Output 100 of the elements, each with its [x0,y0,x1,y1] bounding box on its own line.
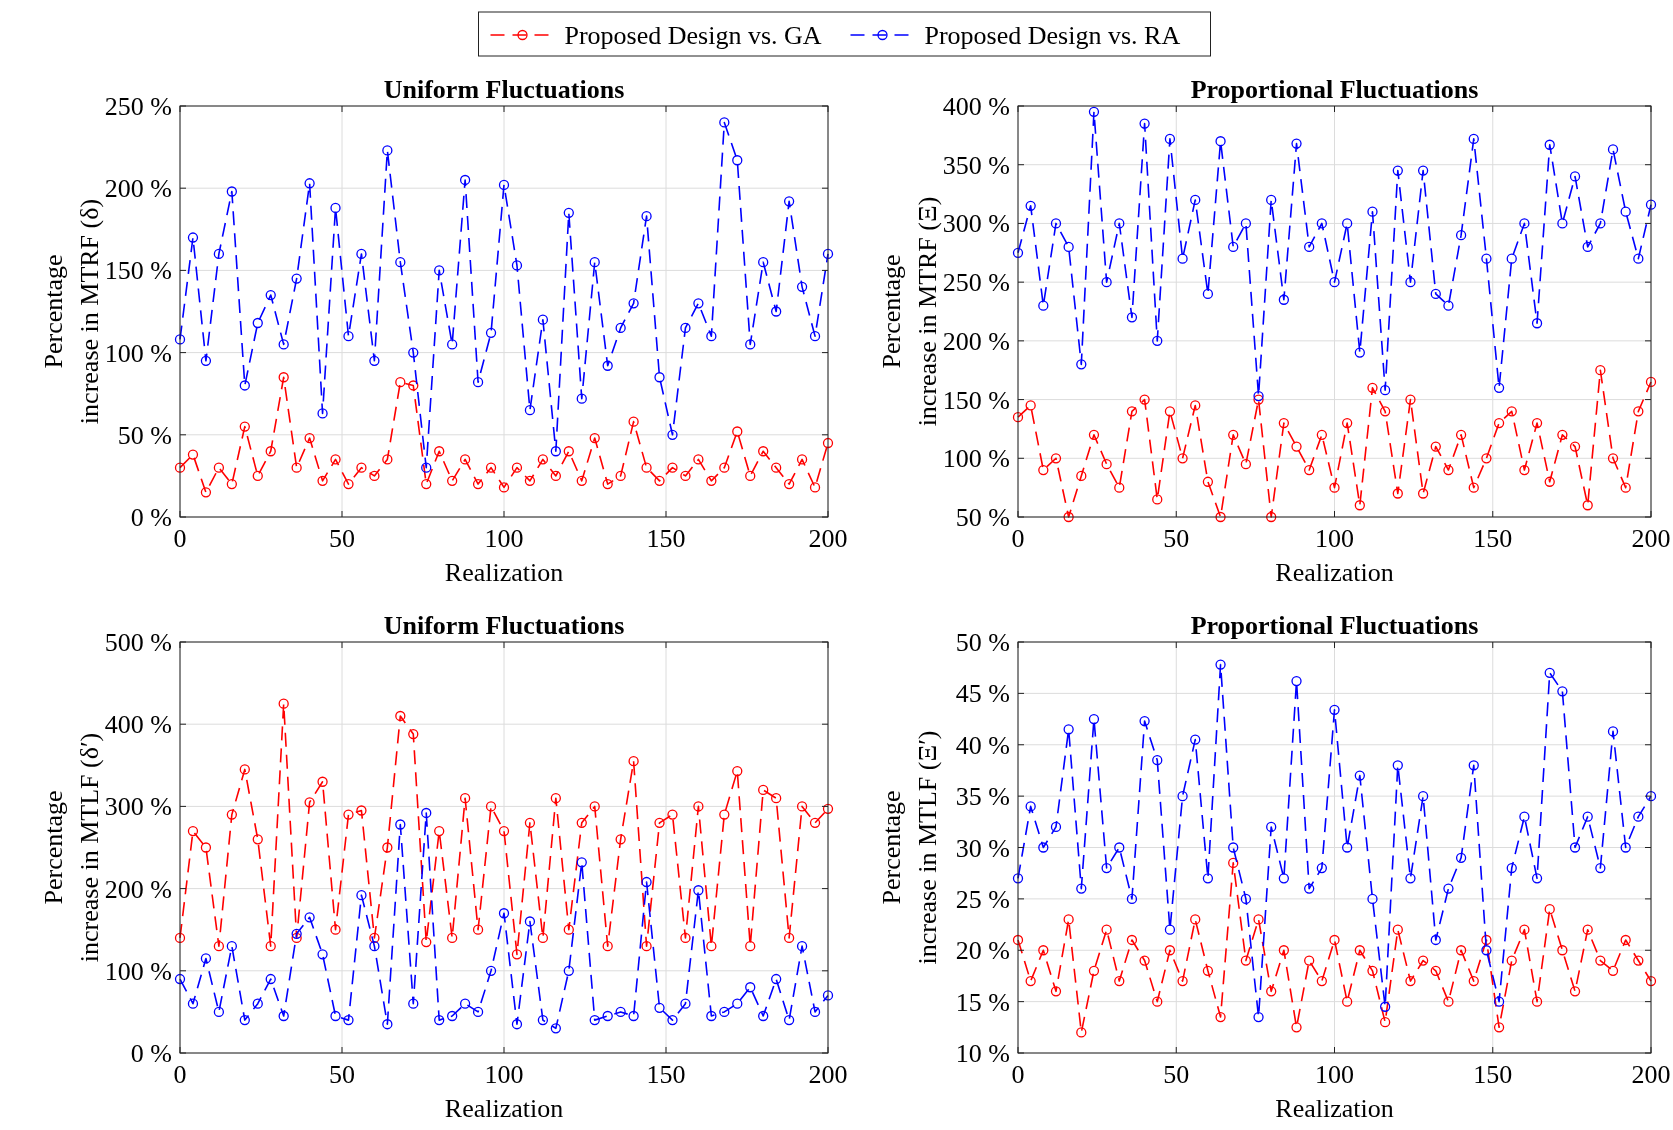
point [1417,165,1429,176]
point [1316,429,1327,440]
y-tick-label: 0 % [130,503,172,532]
point [667,809,678,820]
point [252,317,263,329]
point [291,462,302,473]
point [745,339,756,350]
point [1088,106,1100,118]
y-tick-label: 500 % [104,628,172,657]
point [1645,975,1657,987]
point [317,949,328,960]
point [1557,686,1568,697]
point [524,404,536,416]
point [382,1019,393,1030]
point [1582,811,1593,822]
point [343,331,354,342]
point [576,817,587,828]
point [447,475,458,486]
x-tick-label: 50 [329,1060,355,1089]
point [472,377,484,388]
point [1291,1022,1302,1033]
point [719,809,730,820]
point [771,973,782,985]
x-tick-label: 50 [329,524,355,553]
point [472,1006,484,1018]
point [1531,873,1543,884]
point [369,470,380,482]
point [187,825,199,837]
point [1202,873,1214,884]
point [395,377,406,388]
point [1063,241,1074,253]
point [1392,165,1403,176]
point [719,1006,730,1018]
point [1595,862,1606,874]
point [1101,459,1112,470]
point [485,327,497,339]
point [1101,276,1112,288]
point [628,1010,639,1022]
x-tick-label: 0 [173,1060,187,1089]
y-tick-label: 350 % [942,150,1010,180]
point [809,331,821,342]
point [1164,133,1176,145]
point [809,1006,821,1018]
point [1633,811,1644,822]
point [680,998,691,1009]
point [576,393,587,404]
point [1417,790,1429,802]
point [576,475,587,486]
point [680,470,691,482]
point [187,449,199,460]
point [667,462,678,473]
point [1544,904,1555,915]
point [434,825,445,837]
point [1379,1001,1391,1012]
y-tick-label: 15 % [955,987,1010,1017]
point [1177,790,1188,802]
point [485,965,497,976]
point [356,890,367,901]
point [693,885,704,896]
point [485,801,497,812]
point [369,940,380,952]
point [537,454,549,465]
point [356,462,367,473]
point [1481,253,1492,264]
point [1595,365,1606,376]
point [213,940,225,952]
point [1342,218,1353,229]
point [1430,965,1441,976]
point [485,462,497,473]
point [822,803,834,815]
y-tick-label: 45 % [955,679,1010,709]
point [330,924,341,935]
point [265,446,276,457]
chart-title: Uniform Fluctuations [383,75,625,104]
point [1354,945,1365,956]
point [693,298,704,309]
y-tick-label: 150 % [104,256,172,286]
point [1455,852,1467,863]
point [1038,464,1049,476]
point [1253,394,1264,405]
point [1278,945,1290,956]
point [1544,667,1555,678]
y-tick-label: 35 % [955,782,1010,812]
point [1088,713,1100,725]
x-tick-label: 100 [1315,524,1354,553]
point [252,998,263,1009]
point [680,932,691,944]
point [1164,945,1176,956]
point [667,1014,678,1026]
point [1266,194,1277,206]
point [1367,965,1378,976]
point [641,462,652,473]
point [1481,945,1492,956]
point [822,437,834,449]
point [1557,429,1568,440]
point [1139,118,1150,129]
y-tick-label: 250 % [104,92,172,121]
point [1126,312,1138,323]
point [809,817,821,828]
point [1582,241,1593,253]
